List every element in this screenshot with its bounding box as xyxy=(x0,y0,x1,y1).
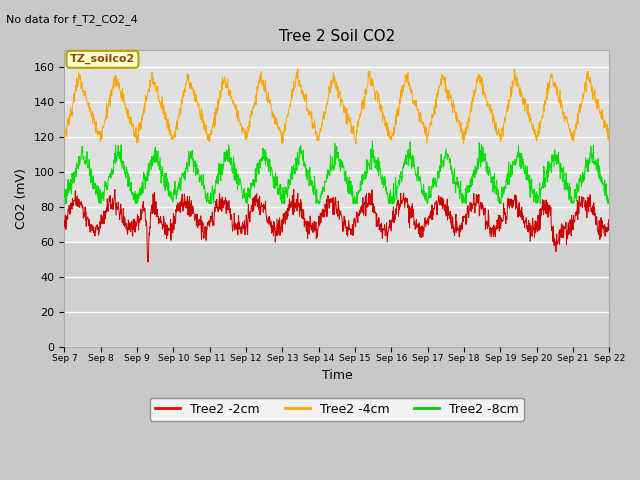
Legend: Tree2 -2cm, Tree2 -4cm, Tree2 -8cm: Tree2 -2cm, Tree2 -4cm, Tree2 -8cm xyxy=(150,397,524,420)
X-axis label: Time: Time xyxy=(321,369,352,382)
Y-axis label: CO2 (mV): CO2 (mV) xyxy=(15,168,28,228)
Bar xyxy=(65,50,609,242)
Bar xyxy=(65,242,609,347)
Title: Tree 2 Soil CO2: Tree 2 Soil CO2 xyxy=(279,29,395,44)
Text: No data for f_T2_CO2_4: No data for f_T2_CO2_4 xyxy=(6,14,138,25)
Text: TZ_soilco2: TZ_soilco2 xyxy=(70,54,135,64)
